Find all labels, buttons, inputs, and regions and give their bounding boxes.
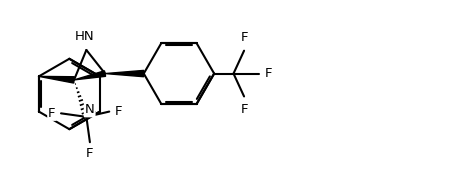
Text: F: F	[86, 147, 94, 160]
Polygon shape	[39, 76, 74, 83]
Text: F: F	[48, 107, 56, 120]
Text: F: F	[241, 103, 248, 116]
Text: F: F	[241, 31, 248, 44]
Polygon shape	[105, 70, 144, 77]
Text: HN: HN	[75, 30, 95, 43]
Text: F: F	[265, 67, 273, 80]
Text: N: N	[85, 103, 95, 116]
Polygon shape	[74, 71, 106, 80]
Text: F: F	[115, 105, 122, 118]
